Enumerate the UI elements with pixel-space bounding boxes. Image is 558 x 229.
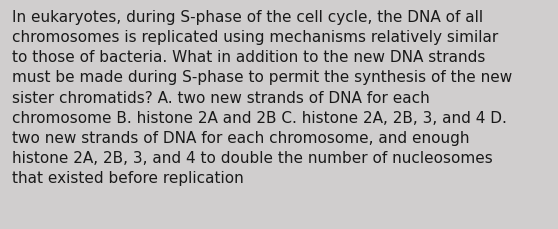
Text: In eukaryotes, during S-phase of the cell cycle, the DNA of all
chromosomes is r: In eukaryotes, during S-phase of the cel… <box>12 10 513 185</box>
